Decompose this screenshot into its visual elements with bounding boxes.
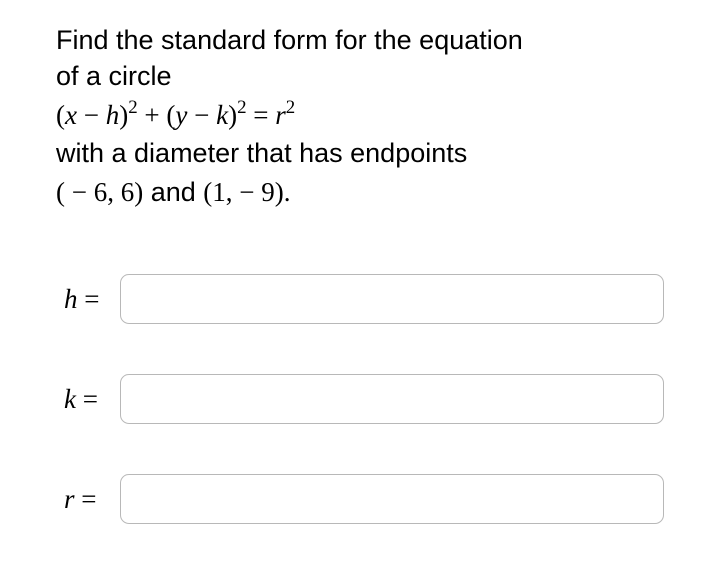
problem-container: Find the standard form for the equation … — [0, 0, 720, 546]
answer-row-h: h = — [56, 274, 664, 324]
standard-form-equation: (x − h)2 + (y − k)2 = r2 — [56, 98, 295, 132]
problem-points: ( − 6, 6) and (1, − 9). — [56, 175, 291, 209]
input-k[interactable] — [120, 374, 664, 424]
label-k: k = — [56, 384, 120, 415]
input-r[interactable] — [120, 474, 664, 524]
label-r: r = — [56, 484, 120, 515]
problem-statement: Find the standard form for the equation … — [56, 22, 664, 212]
problem-line1: Find the standard form for the equation — [56, 25, 523, 55]
answer-row-r: r = — [56, 474, 664, 524]
problem-line2: of a circle — [56, 61, 172, 91]
label-h: h = — [56, 284, 120, 315]
input-h[interactable] — [120, 274, 664, 324]
problem-line4: with a diameter that has endpoints — [56, 138, 467, 168]
answer-row-k: k = — [56, 374, 664, 424]
